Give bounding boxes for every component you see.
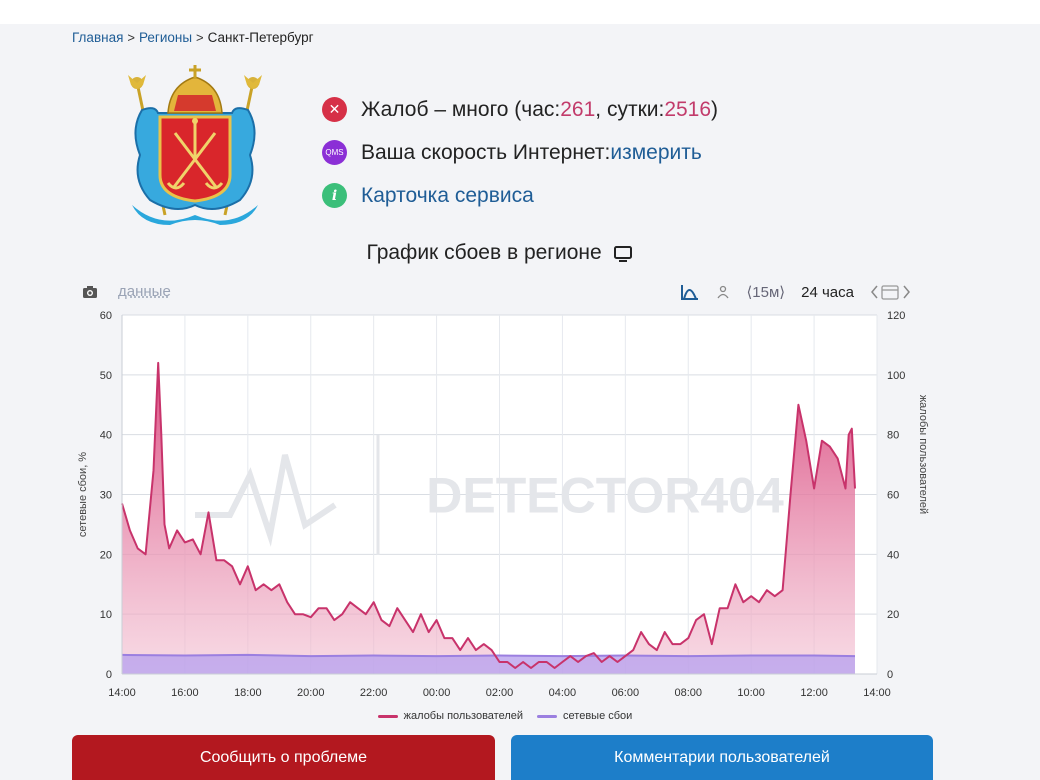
complaints-prefix: Жалоб – много (час: bbox=[361, 97, 561, 121]
y-right-tick-label: 60 bbox=[887, 490, 899, 502]
area-chart-icon[interactable] bbox=[680, 283, 700, 301]
x-tick-label: 18:00 bbox=[234, 687, 262, 699]
calendar-icon[interactable] bbox=[870, 283, 912, 301]
y-right-tick-label: 100 bbox=[887, 370, 905, 382]
legend-complaints-label: жалобы пользователей bbox=[403, 710, 524, 722]
data-link[interactable]: данные bbox=[118, 283, 171, 300]
x-tick-label: 10:00 bbox=[737, 687, 765, 699]
complaints-suffix: ) bbox=[711, 97, 719, 121]
user-icon[interactable] bbox=[716, 285, 730, 299]
x-tick-label: 08:00 bbox=[674, 687, 702, 699]
legend-item-complaints[interactable]: жалобы пользователей bbox=[377, 710, 524, 722]
x-tick-label: 22:00 bbox=[360, 687, 388, 699]
y-right-axis-label: жалобы пользователей bbox=[917, 395, 929, 514]
watermark-pulse-icon bbox=[195, 454, 337, 547]
complaints-line bbox=[121, 361, 856, 669]
chart-toolbar-right: ⟨15м⟩ 24 часа bbox=[680, 283, 912, 301]
chart-title: График сбоев в регионе bbox=[366, 241, 602, 264]
watermark-text: DETECTOR404 bbox=[426, 468, 784, 524]
coat-of-arms-emblem bbox=[128, 65, 262, 225]
complaints-hour-count: 261 bbox=[560, 97, 596, 121]
y-right-tick-label: 0 bbox=[887, 669, 893, 681]
y-right-tick-label: 80 bbox=[887, 430, 899, 442]
chart-title-row: График сбоев в регионе bbox=[0, 241, 998, 265]
info-icon: i bbox=[322, 183, 347, 208]
complaints-day-separator: , сутки: bbox=[595, 97, 665, 121]
breadcrumb: Главная > Регионы > Санкт-Петербург bbox=[72, 30, 314, 45]
y-left-tick-label: 20 bbox=[100, 549, 112, 561]
y-left-tick-label: 30 bbox=[100, 490, 112, 502]
breadcrumb-home-link[interactable]: Главная bbox=[72, 30, 124, 45]
y-left-tick-label: 60 bbox=[100, 310, 112, 322]
network-outages-line bbox=[121, 653, 856, 658]
breadcrumb-current: Санкт-Петербург bbox=[207, 30, 314, 45]
camera-icon[interactable] bbox=[82, 284, 98, 300]
breadcrumb-regions-link[interactable]: Регионы bbox=[138, 30, 193, 45]
outage-chart: 0 10 20 30 40 50 60 0 20 40 60 80 100 120 14:00 16:00 18… bbox=[77, 310, 929, 699]
complaints-day-count: 2516 bbox=[664, 97, 712, 121]
x-tick-label: 06:00 bbox=[612, 687, 640, 699]
x-tick-label: 02:00 bbox=[486, 687, 514, 699]
qms-icon: QMS bbox=[322, 140, 347, 165]
y-left-axis-label: сетевые сбои, % bbox=[77, 452, 89, 537]
y-left-tick-label: 40 bbox=[100, 430, 112, 442]
network-outages-area bbox=[122, 654, 855, 674]
monitor-icon[interactable] bbox=[613, 246, 632, 262]
x-tick-label: 20:00 bbox=[297, 687, 325, 699]
chevron-right-icon: > bbox=[196, 30, 204, 45]
service-card-link[interactable]: Карточка сервиса bbox=[361, 183, 534, 207]
top-bar bbox=[0, 0, 1040, 24]
y-right-tick-label: 40 bbox=[887, 549, 899, 561]
x-tick-label: 14:00 bbox=[108, 687, 136, 699]
report-problem-button[interactable]: Сообщить о проблеме bbox=[72, 735, 495, 780]
range-15m-button[interactable]: ⟨15м⟩ bbox=[746, 284, 786, 301]
range-24h-button[interactable]: 24 часа bbox=[801, 283, 854, 301]
chart-legend: жалобы пользователей сетевые сбои bbox=[0, 710, 1010, 722]
complaints-status: ✕ Жалоб – много (час: 261, сутки: 2516) bbox=[322, 88, 718, 131]
legend-item-network[interactable]: сетевые сбои bbox=[537, 710, 632, 722]
x-tick-label: 12:00 bbox=[800, 687, 828, 699]
x-tick-label: 00:00 bbox=[423, 687, 451, 699]
speed-measure-link[interactable]: измерить bbox=[610, 140, 702, 164]
complaints-area bbox=[122, 362, 855, 674]
y-right-tick-label: 20 bbox=[887, 609, 899, 621]
chart-toolbar-left: данные bbox=[82, 283, 171, 300]
y-left-tick-label: 10 bbox=[100, 609, 112, 621]
speed-test-row: QMS Ваша скорость Интернет: измерить bbox=[322, 131, 718, 174]
x-tick-label: 04:00 bbox=[549, 687, 577, 699]
x-tick-label: 16:00 bbox=[171, 687, 199, 699]
user-comments-button[interactable]: Комментарии пользователей bbox=[511, 735, 933, 780]
x-tick-label: 14:00 bbox=[863, 687, 891, 699]
y-left-tick-label: 0 bbox=[106, 669, 112, 681]
close-icon: ✕ bbox=[322, 97, 347, 122]
service-card-row: i Карточка сервиса bbox=[322, 174, 718, 217]
legend-network-label: сетевые сбои bbox=[563, 710, 633, 722]
y-left-tick-label: 50 bbox=[100, 370, 112, 382]
y-right-tick-label: 120 bbox=[887, 310, 905, 322]
status-list: ✕ Жалоб – много (час: 261, сутки: 2516) … bbox=[322, 88, 718, 217]
chevron-right-icon: > bbox=[127, 30, 135, 45]
speed-label: Ваша скорость Интернет: bbox=[361, 140, 611, 164]
